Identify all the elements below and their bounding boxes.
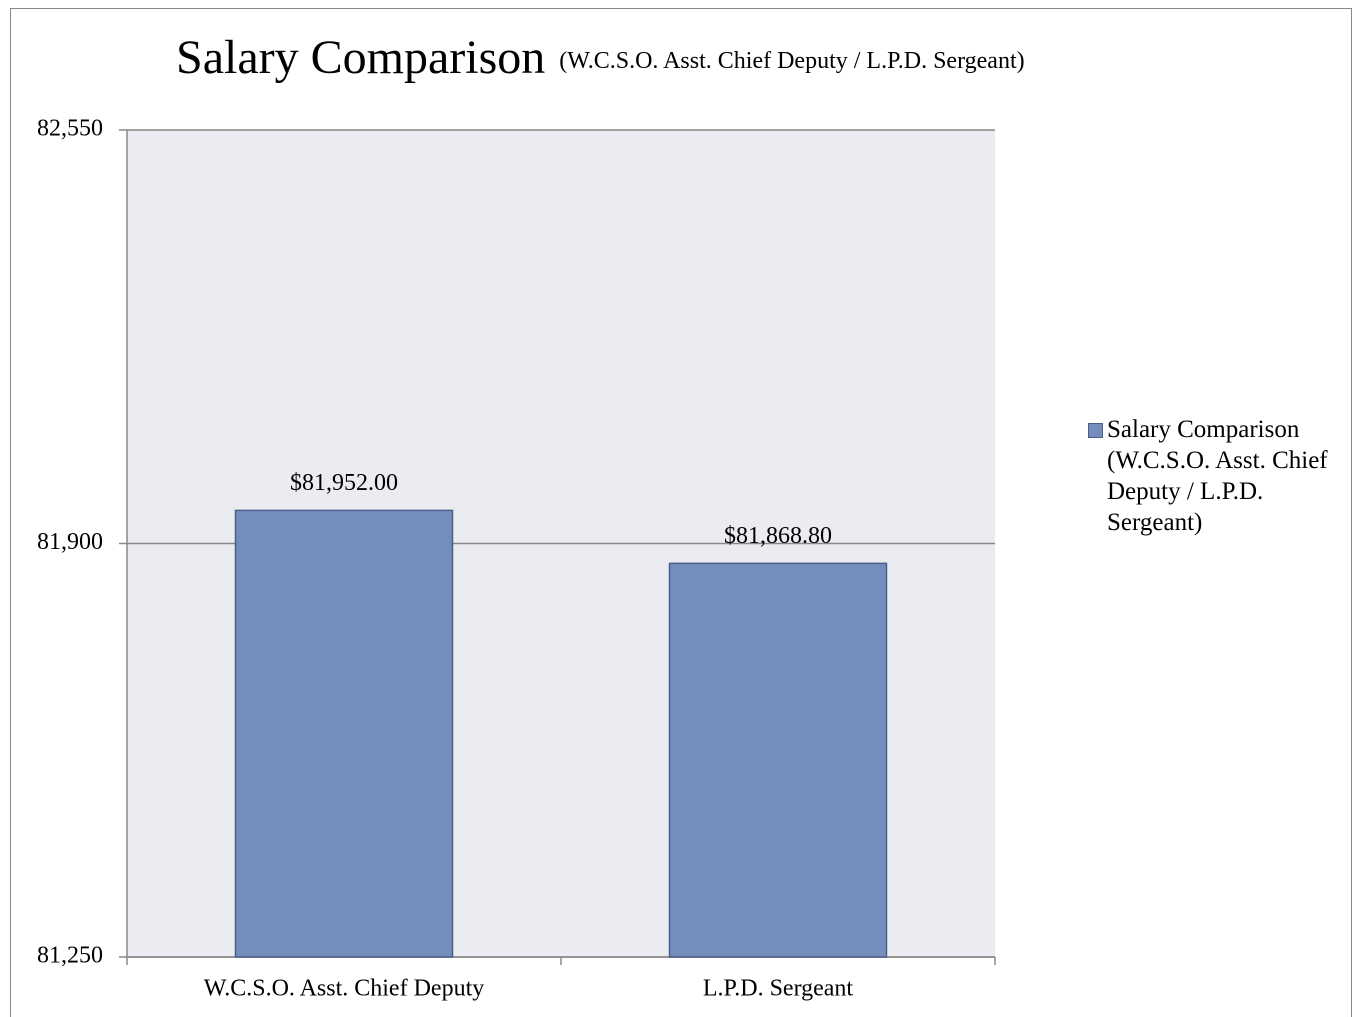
- x-tick-label: W.C.S.O. Asst. Chief Deputy: [204, 976, 484, 1002]
- title: Salary Comparison: [176, 31, 545, 84]
- legend: Salary Comparison (W.C.S.O. Asst. Chief …: [1087, 414, 1332, 538]
- subtitle: (W.C.S.O. Asst. Chief Deputy / L.P.D. Se…: [559, 48, 1024, 74]
- legend-label: Salary Comparison (W.C.S.O. Asst. Chief …: [1107, 416, 1328, 536]
- y-tick-label: 81,900: [37, 529, 103, 555]
- chart-title: Salary Comparison (W.C.S.O. Asst. Chief D…: [176, 31, 1025, 84]
- y-tick-label: 81,250: [37, 943, 103, 969]
- chart-border: [10, 8, 1352, 1017]
- x-tick-label: L.P.D. Sergeant: [703, 976, 854, 1002]
- bar: [668, 562, 888, 958]
- legend-swatch: [1088, 423, 1103, 438]
- y-tick-label: 82,550: [37, 116, 103, 142]
- data-label: $81,952.00: [290, 470, 398, 496]
- bar: [234, 509, 454, 958]
- data-label: $81,868.80: [724, 523, 832, 549]
